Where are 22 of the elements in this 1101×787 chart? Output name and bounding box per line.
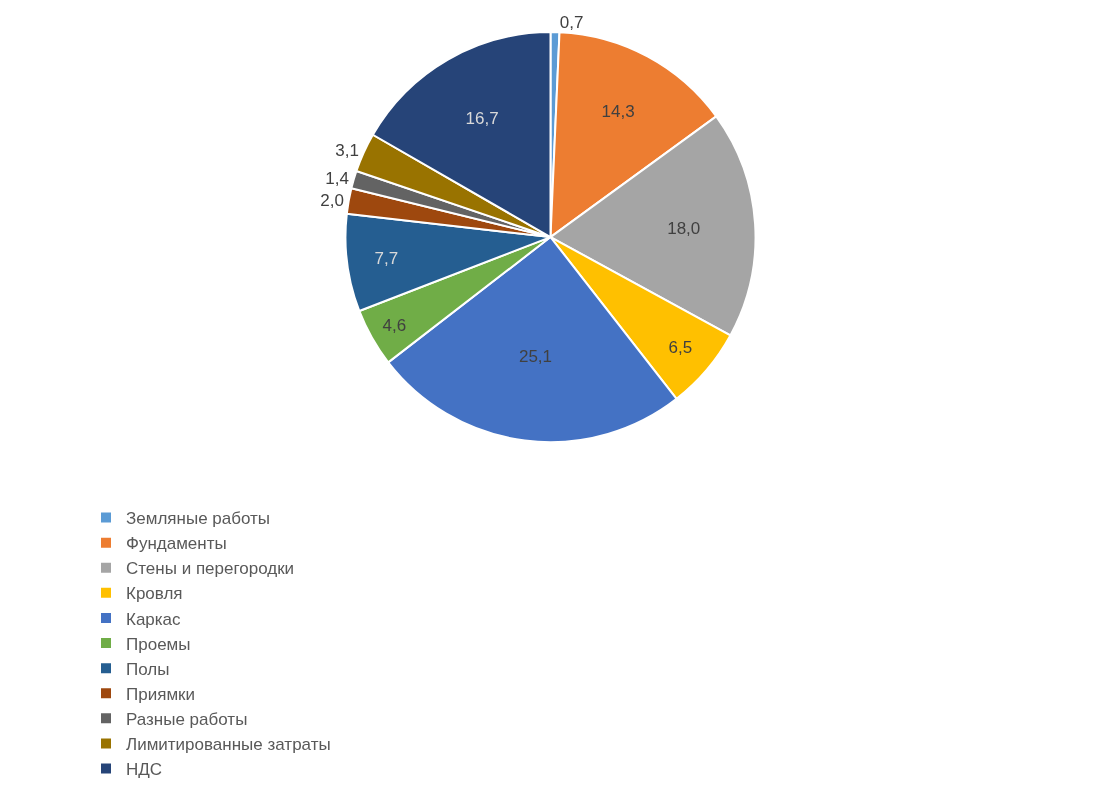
data-label: 4,6 — [382, 315, 407, 335]
data-label: 14,3 — [601, 101, 635, 121]
data-label: 7,7 — [374, 248, 399, 268]
legend-label: Полы — [126, 659, 170, 679]
legend-label: Земляные работы — [126, 509, 271, 529]
data-label: 6,5 — [668, 338, 693, 357]
legend-label: Фундаменты — [126, 534, 227, 554]
data-label: 25,1 — [518, 346, 553, 366]
data-label: 0,7 — [559, 13, 584, 33]
data-label: 3,1 — [335, 141, 359, 161]
data-label: 2,0 — [320, 191, 344, 211]
legend-label: Проемы — [126, 634, 191, 654]
legend-label: Приямки — [126, 684, 195, 704]
legend-label: Кровля — [126, 584, 183, 604]
legend-label: Лимитированные затраты — [126, 735, 331, 755]
legend-label: НДС — [126, 760, 163, 780]
legend-label: Стены и перегородки — [126, 559, 295, 579]
legend-label: Каркас — [126, 609, 182, 629]
data-label: 1,4 — [325, 169, 349, 189]
data-label: 16,7 — [465, 109, 499, 129]
data-label: 18,0 — [667, 218, 701, 238]
legend-label: Разные работы — [126, 709, 248, 729]
